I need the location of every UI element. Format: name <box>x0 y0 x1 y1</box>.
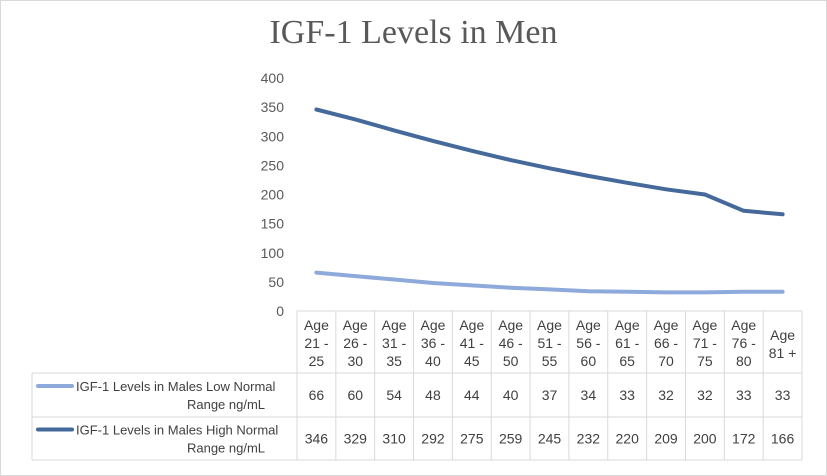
category-label: 35 <box>386 353 402 369</box>
y-tick-label: 250 <box>261 157 285 173</box>
category-label: 71 - <box>693 335 717 351</box>
category-label: 60 <box>581 353 597 369</box>
data-table-value: 209 <box>654 431 678 447</box>
y-tick-label: 350 <box>261 99 285 115</box>
data-table-value: 346 <box>305 431 329 447</box>
category-label: Age <box>731 317 756 333</box>
category-label: 36 - <box>421 335 445 351</box>
category-label: 56 - <box>576 335 600 351</box>
category-label: 30 <box>347 353 363 369</box>
category-label: 81 + <box>769 345 797 361</box>
category-label: Age <box>343 317 368 333</box>
data-table-value: 34 <box>581 387 597 403</box>
data-table-value: 48 <box>425 387 441 403</box>
category-label: 55 <box>542 353 558 369</box>
series-line-low-normal <box>314 270 785 295</box>
category-label: Age <box>537 317 562 333</box>
category-label: 40 <box>425 353 441 369</box>
category-label: Age <box>459 317 484 333</box>
y-tick-label: 200 <box>261 187 285 203</box>
data-table-value: 40 <box>503 387 519 403</box>
data-table-value: 37 <box>542 387 558 403</box>
category-label: 66 - <box>654 335 678 351</box>
category-label: 61 - <box>615 335 639 351</box>
category-label: Age <box>304 317 329 333</box>
data-table-value: 166 <box>771 431 795 447</box>
data-table-value: 220 <box>616 431 640 447</box>
data-table-value: 33 <box>736 387 752 403</box>
chart-title: IGF-1 Levels in Men <box>269 14 558 51</box>
category-label: 65 <box>619 353 635 369</box>
y-tick-label: 50 <box>268 274 284 290</box>
data-table-value: 60 <box>347 387 363 403</box>
category-label: Age <box>421 317 446 333</box>
category-label: 21 - <box>304 335 328 351</box>
category-label: 25 <box>309 353 325 369</box>
category-label: 31 - <box>382 335 406 351</box>
legend-label: IGF-1 Levels in Males High Normal <box>76 423 278 438</box>
y-tick-label: 400 <box>261 70 285 86</box>
data-table-value: 275 <box>460 431 484 447</box>
category-label: Age <box>498 317 523 333</box>
category-label: 26 - <box>343 335 367 351</box>
data-table-value: 33 <box>619 387 635 403</box>
data-table-value: 172 <box>732 431 756 447</box>
category-label: 45 <box>464 353 480 369</box>
category-label: 70 <box>658 353 674 369</box>
legend-label: IGF-1 Levels in Males Low Normal <box>76 379 276 394</box>
y-tick-label: 300 <box>261 128 285 144</box>
category-label: 41 - <box>460 335 484 351</box>
data-table-value: 232 <box>577 431 601 447</box>
data-table-value: 32 <box>697 387 713 403</box>
data-table-value: 245 <box>538 431 562 447</box>
legend-label: Range ng/mL <box>187 397 265 412</box>
y-tick-label: 150 <box>261 216 285 232</box>
category-label: 46 - <box>499 335 523 351</box>
category-label: Age <box>770 327 795 343</box>
legend-label: Range ng/mL <box>187 441 265 456</box>
data-table-value: 329 <box>344 431 368 447</box>
category-label: Age <box>576 317 601 333</box>
category-label: 75 <box>697 353 713 369</box>
y-tick-label: 100 <box>261 245 285 261</box>
category-label: 51 - <box>537 335 561 351</box>
data-table-value: 259 <box>499 431 523 447</box>
data-table-value: 44 <box>464 387 480 403</box>
data-table-value: 200 <box>693 431 717 447</box>
data-table-value: 33 <box>775 387 791 403</box>
series-line-high-normal <box>314 107 785 217</box>
category-label: Age <box>692 317 717 333</box>
data-table-value: 32 <box>658 387 674 403</box>
category-label: 50 <box>503 353 519 369</box>
data-table-value: 66 <box>309 387 325 403</box>
data-table-value: 292 <box>421 431 445 447</box>
category-label: Age <box>654 317 679 333</box>
y-tick-label: 0 <box>276 303 284 319</box>
category-label: 80 <box>736 353 752 369</box>
data-table-value: 54 <box>386 387 402 403</box>
data-table-value: 310 <box>382 431 406 447</box>
category-label: Age <box>382 317 407 333</box>
category-label: Age <box>615 317 640 333</box>
category-label: 76 - <box>732 335 756 351</box>
